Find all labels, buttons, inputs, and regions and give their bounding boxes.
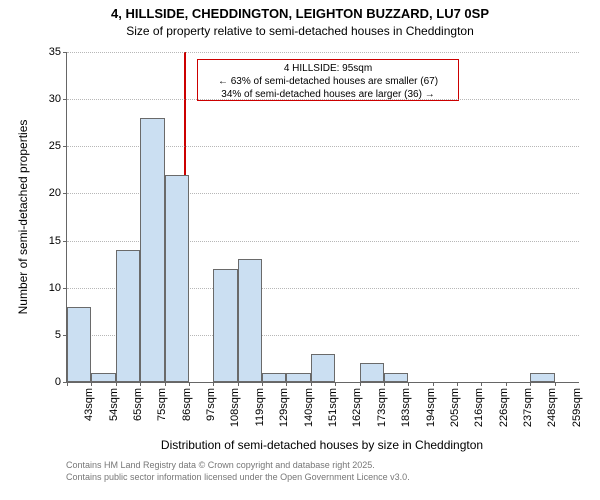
grid-line	[67, 52, 579, 53]
xtick-mark	[457, 382, 458, 386]
histogram-bar	[91, 373, 115, 382]
xtick-mark	[140, 382, 141, 386]
ytick-label: 30	[49, 93, 67, 105]
xtick-label: 194sqm	[425, 388, 437, 427]
histogram-bar	[286, 373, 310, 382]
xtick-mark	[360, 382, 361, 386]
credit-line: Contains public sector information licen…	[66, 472, 410, 484]
ytick-label: 35	[49, 46, 67, 58]
xtick-label: 86sqm	[181, 388, 193, 421]
xtick-mark	[67, 382, 68, 386]
ytick-label: 5	[55, 329, 67, 341]
xtick-mark	[311, 382, 312, 386]
xtick-mark	[555, 382, 556, 386]
xtick-mark	[91, 382, 92, 386]
x-axis-label: Distribution of semi-detached houses by …	[66, 438, 578, 452]
xtick-label: 129sqm	[278, 388, 290, 427]
histogram-bar	[262, 373, 286, 382]
xtick-mark	[262, 382, 263, 386]
credit-line: Contains HM Land Registry data © Crown c…	[66, 460, 410, 472]
histogram-bar	[311, 354, 335, 382]
ytick-label: 15	[49, 235, 67, 247]
xtick-label: 183sqm	[400, 388, 412, 427]
xtick-label: 140sqm	[303, 388, 315, 427]
annotation-line: ← 63% of semi-detached houses are smalle…	[202, 75, 454, 88]
histogram-bar	[67, 307, 91, 382]
xtick-label: 216sqm	[473, 388, 485, 427]
xtick-mark	[213, 382, 214, 386]
ytick-label: 0	[55, 376, 67, 388]
xtick-mark	[238, 382, 239, 386]
plot-area: 4 HILLSIDE: 95sqm← 63% of semi-detached …	[66, 52, 579, 383]
xtick-mark	[530, 382, 531, 386]
xtick-mark	[433, 382, 434, 386]
xtick-mark	[189, 382, 190, 386]
xtick-mark	[384, 382, 385, 386]
chart-container: 4, HILLSIDE, CHEDDINGTON, LEIGHTON BUZZA…	[0, 0, 600, 500]
xtick-label: 151sqm	[327, 388, 339, 427]
chart-subtitle: Size of property relative to semi-detach…	[0, 24, 600, 38]
grid-line	[67, 99, 579, 100]
xtick-label: 259sqm	[571, 388, 583, 427]
xtick-label: 65sqm	[132, 388, 144, 421]
xtick-label: 248sqm	[546, 388, 558, 427]
histogram-bar	[165, 175, 189, 382]
ytick-label: 10	[49, 282, 67, 294]
histogram-bar	[116, 250, 140, 382]
xtick-label: 97sqm	[205, 388, 217, 421]
annotation-line: 4 HILLSIDE: 95sqm	[202, 62, 454, 75]
histogram-bar	[530, 373, 554, 382]
xtick-label: 43sqm	[83, 388, 95, 421]
xtick-label: 205sqm	[449, 388, 461, 427]
xtick-mark	[335, 382, 336, 386]
annotation-box: 4 HILLSIDE: 95sqm← 63% of semi-detached …	[197, 59, 459, 101]
xtick-mark	[481, 382, 482, 386]
histogram-bar	[140, 118, 164, 382]
xtick-mark	[408, 382, 409, 386]
xtick-label: 108sqm	[229, 388, 241, 427]
xtick-label: 75sqm	[156, 388, 168, 421]
xtick-label: 54sqm	[108, 388, 120, 421]
ytick-label: 20	[49, 187, 67, 199]
histogram-bar	[238, 259, 262, 382]
histogram-bar	[384, 373, 408, 382]
xtick-mark	[116, 382, 117, 386]
xtick-mark	[165, 382, 166, 386]
xtick-label: 173sqm	[376, 388, 388, 427]
xtick-label: 226sqm	[498, 388, 510, 427]
xtick-mark	[286, 382, 287, 386]
xtick-mark	[506, 382, 507, 386]
histogram-bar	[213, 269, 237, 382]
xtick-label: 119sqm	[254, 388, 266, 426]
ytick-label: 25	[49, 140, 67, 152]
chart-title: 4, HILLSIDE, CHEDDINGTON, LEIGHTON BUZZA…	[0, 6, 600, 21]
xtick-label: 162sqm	[351, 388, 363, 427]
credits-text: Contains HM Land Registry data © Crown c…	[66, 460, 410, 483]
xtick-label: 237sqm	[522, 388, 534, 427]
histogram-bar	[360, 363, 384, 382]
y-axis-label: Number of semi-detached properties	[16, 120, 30, 315]
